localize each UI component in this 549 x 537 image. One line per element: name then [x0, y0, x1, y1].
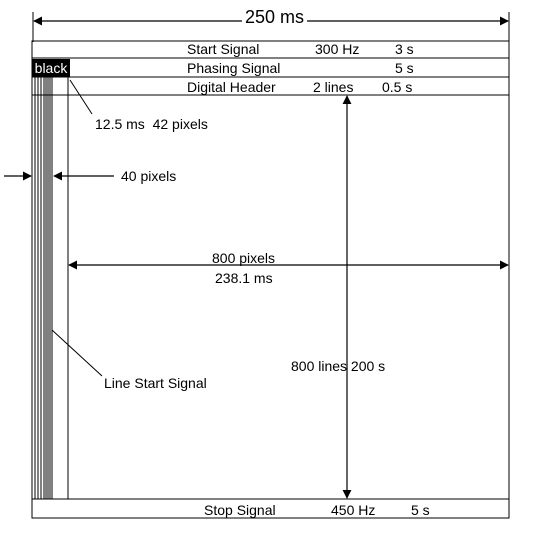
digital-header-duration: 0.5 s [382, 79, 413, 95]
image-lines-label: 800 lines 200 s [291, 358, 386, 374]
total-width-label: 250 ms [242, 7, 308, 27]
digital-header-name: Digital Header [187, 79, 276, 95]
digital-header-lines: 2 lines [313, 79, 354, 95]
frame-outline [31, 40, 510, 519]
image-pixels-label: 800 pixels [212, 250, 276, 266]
stop-signal-frequency: 450 Hz [331, 502, 376, 518]
line-start-signal-label: Line Start Signal [104, 375, 207, 391]
line-start-signal-leader [51, 329, 103, 377]
start-signal-frequency: 300 Hz [315, 41, 360, 57]
stop-signal-duration: 5 s [411, 502, 430, 518]
phasing-signal-name: Phasing Signal [187, 60, 281, 76]
phasing-signal-duration: 5 s [395, 60, 414, 76]
line-start-stripes [34, 77, 69, 499]
line-start-pixels-label: 40 pixels [121, 168, 177, 184]
start-signal-duration: 3 s [395, 41, 414, 57]
start-signal-name: Start Signal [187, 41, 260, 57]
black-label: black [32, 59, 70, 77]
phasing-time-leader [69, 79, 93, 115]
image-time-label: 238.1 ms [215, 270, 273, 286]
stop-signal-name: Stop Signal [204, 502, 276, 518]
phasing-time-label: 12.5 ms 42 pixels [95, 116, 208, 132]
